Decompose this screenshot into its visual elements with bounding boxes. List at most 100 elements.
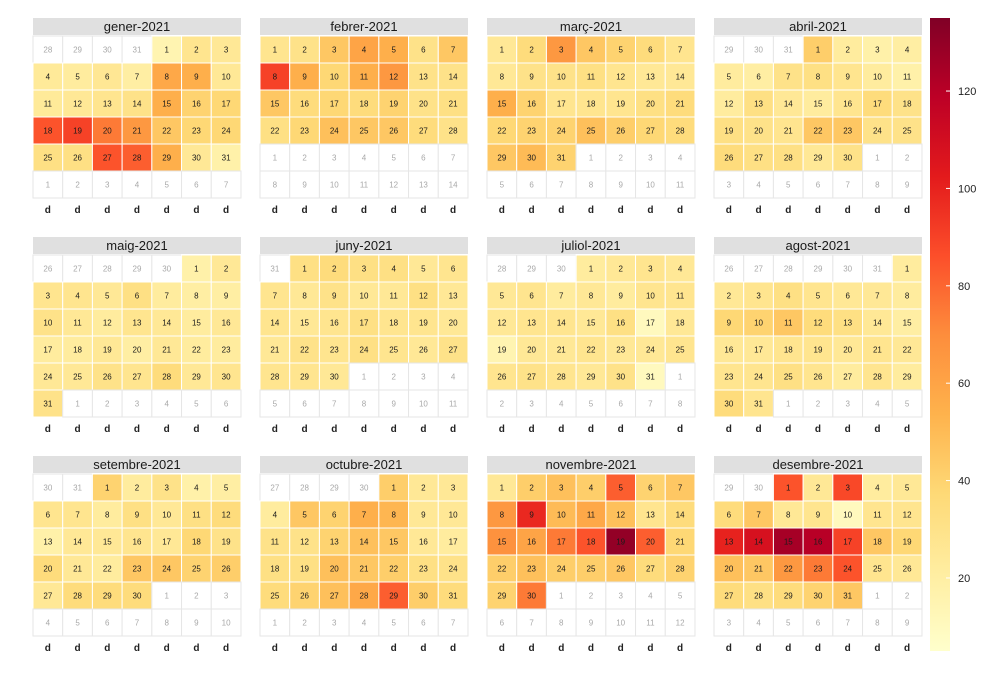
padding-cell [62,170,93,199]
day-number: 19 [389,100,398,109]
day-number: 7 [678,484,683,493]
day-number: 30 [527,154,536,163]
day-number: 6 [421,154,426,163]
day-cell [348,527,380,556]
day-number: 18 [676,319,685,328]
day-number: 23 [616,346,625,355]
day-cell [545,554,577,583]
day-number: 2 [332,265,337,274]
padding-cell [181,170,212,199]
month-title: maig-2021 [106,238,167,253]
day-cell [378,116,410,145]
weekday-label: d [588,424,594,435]
month-title-strip [487,456,695,473]
day-number: 9 [135,511,140,520]
day-cell [348,554,380,583]
day-cell [772,473,804,502]
padding-cell [891,170,923,199]
day-cell [743,335,774,364]
day-cell [408,89,439,118]
day-cell [289,500,320,529]
padding-cell [545,389,577,418]
day-number: 4 [46,73,51,82]
day-number: 18 [43,127,52,136]
day-cell [32,281,64,310]
day-number: 15 [300,319,309,328]
day-number: 12 [724,100,733,109]
day-number: 8 [105,511,110,520]
day-cell [318,116,350,145]
day-cell [437,581,469,610]
weekday-label: d [104,205,110,216]
weekday-label: d [164,643,170,654]
day-number: 11 [676,292,685,301]
day-number: 7 [875,292,880,301]
weekday-label: d [361,205,367,216]
day-number: 11 [676,181,685,190]
day-number: 10 [360,292,369,301]
day-number: 31 [449,592,458,601]
day-number: 25 [270,592,279,601]
day-number: 10 [222,73,231,82]
colorbar-tick-label: 80 [958,281,970,293]
day-number: 19 [616,538,625,547]
day-number: 8 [302,292,307,301]
day-cell [635,116,666,145]
day-number: 30 [103,46,112,55]
day-number: 1 [164,46,169,55]
day-number: 2 [618,265,623,274]
day-number: 26 [43,265,52,274]
day-number: 7 [845,181,850,190]
day-cell [259,581,291,610]
day-cell [802,362,834,391]
day-cell [151,554,183,583]
day-cell [516,35,547,64]
day-number: 28 [73,592,82,601]
day-cell [210,35,242,64]
padding-cell [408,608,439,637]
day-cell [91,581,123,610]
day-cell [408,35,439,64]
padding-cell [575,389,607,418]
day-number: 10 [330,73,339,82]
day-number: 1 [273,46,278,55]
day-number: 21 [676,538,685,547]
day-cell [605,281,637,310]
day-number: 25 [587,565,596,574]
day-number: 31 [784,46,793,55]
day-number: 16 [300,100,309,109]
day-cell [664,308,696,337]
weekday-label: d [302,643,308,654]
day-number: 15 [814,100,823,109]
day-number: 2 [529,484,534,493]
day-number: 18 [587,100,596,109]
day-number: 8 [589,292,594,301]
day-number: 11 [360,181,369,190]
weekday-label: d [726,424,732,435]
colorbar [930,18,950,651]
day-number: 29 [103,592,112,601]
weekday-label: d [420,205,426,216]
day-number: 21 [162,346,171,355]
day-number: 6 [421,46,426,55]
weekday-label: d [558,205,564,216]
padding-cell [635,170,666,199]
weekday-label: d [845,424,851,435]
day-number: 1 [875,154,880,163]
padding-cell [772,389,804,418]
day-number: 16 [222,319,231,328]
day-cell [575,254,607,283]
day-cell [891,89,923,118]
day-number: 3 [135,400,140,409]
day-cell [516,473,547,502]
weekday-label: d [618,205,624,216]
padding-cell [437,389,469,418]
day-number: 12 [497,319,506,328]
day-cell [348,89,380,118]
day-number: 23 [843,127,852,136]
day-cell [32,143,64,172]
weekday-label: d [588,643,594,654]
day-number: 2 [302,154,307,163]
day-number: 30 [192,154,201,163]
day-number: 23 [724,373,733,382]
